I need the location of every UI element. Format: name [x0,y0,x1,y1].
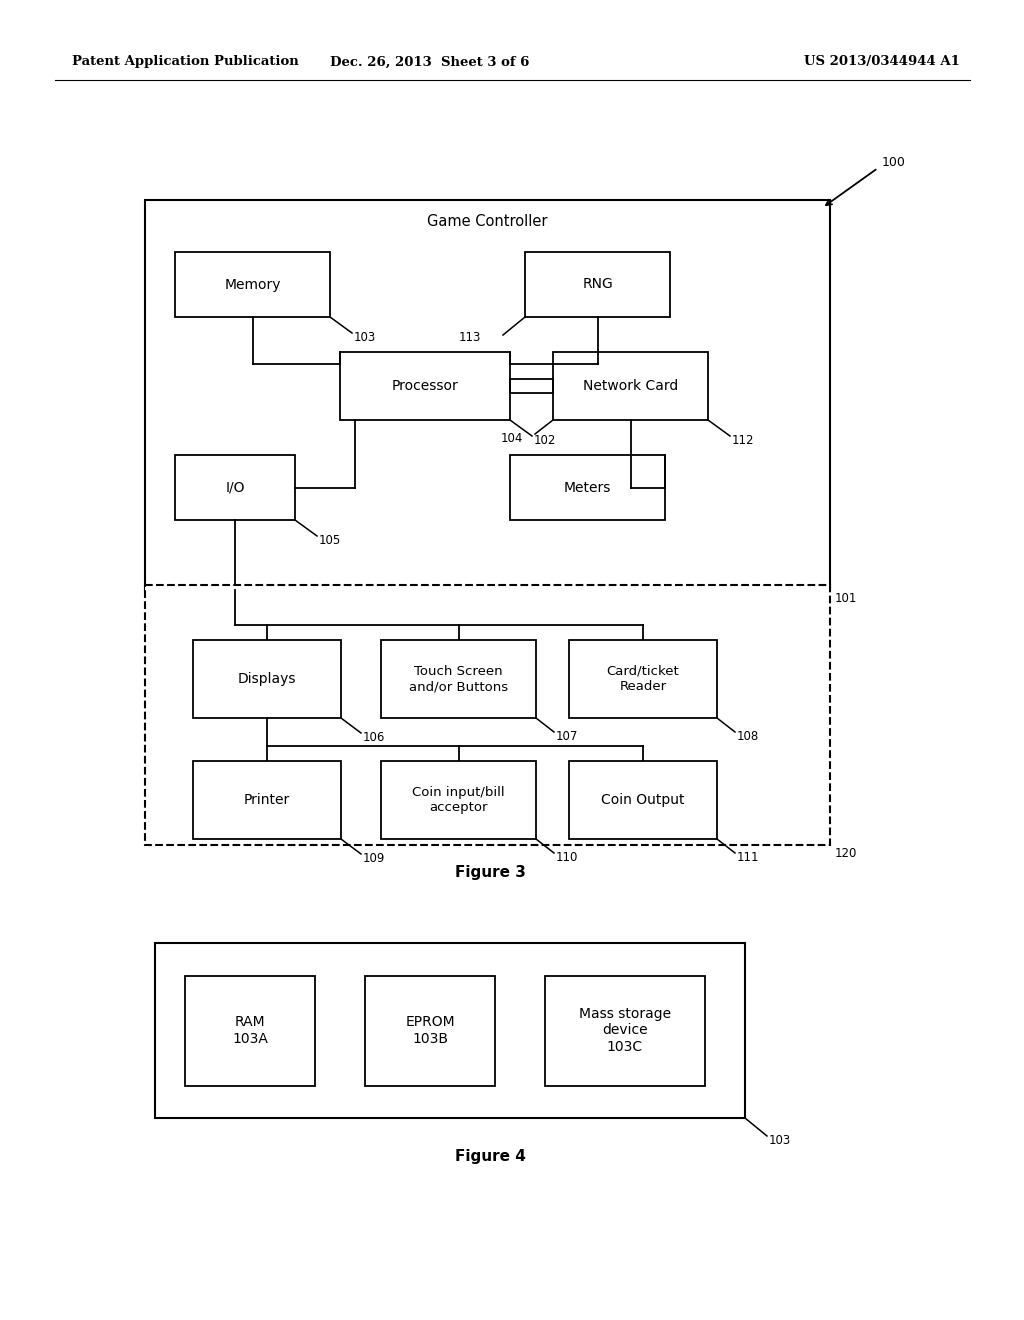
Text: Meters: Meters [564,480,611,495]
Bar [569,762,717,840]
Text: 111: 111 [737,851,760,865]
Text: 107: 107 [556,730,579,743]
Text: 108: 108 [737,730,759,743]
Bar [340,352,510,420]
Bar [381,762,536,840]
Text: Memory: Memory [224,277,281,292]
Text: Mass storage
device
103C: Mass storage device 103C [579,1007,671,1053]
Text: RNG: RNG [582,277,613,292]
Bar [145,585,830,845]
Bar [545,975,705,1085]
Text: Game Controller: Game Controller [427,214,548,230]
Text: Patent Application Publication: Patent Application Publication [72,55,299,69]
Bar [145,201,830,590]
Text: 104: 104 [501,432,523,445]
Bar [193,640,341,718]
Text: Coin input/bill
acceptor: Coin input/bill acceptor [413,785,505,814]
Text: 103: 103 [769,1134,792,1147]
Text: Processor: Processor [391,379,459,393]
Text: Dec. 26, 2013  Sheet 3 of 6: Dec. 26, 2013 Sheet 3 of 6 [331,55,529,69]
Bar [155,942,745,1118]
Text: 102: 102 [534,434,556,447]
Text: Figure 3: Figure 3 [455,866,525,880]
Bar [381,640,536,718]
Text: Coin Output: Coin Output [601,793,685,807]
Bar [525,252,670,317]
Text: 112: 112 [732,434,755,447]
Text: 110: 110 [556,851,579,865]
Text: 109: 109 [362,851,385,865]
Text: RAM
103A: RAM 103A [232,1015,268,1045]
Bar [510,455,665,520]
Bar [175,455,295,520]
Text: 100: 100 [882,156,906,169]
Bar [365,975,495,1085]
Text: 106: 106 [362,731,385,744]
Text: EPROM
103B: EPROM 103B [406,1015,455,1045]
Text: 105: 105 [319,535,341,546]
Text: Figure 4: Figure 4 [455,1148,525,1163]
Text: Network Card: Network Card [583,379,678,393]
Bar [193,762,341,840]
Text: Touch Screen
and/or Buttons: Touch Screen and/or Buttons [409,665,508,693]
Bar [569,640,717,718]
Text: Printer: Printer [244,793,290,807]
Text: Displays: Displays [238,672,296,686]
Text: 113: 113 [459,331,481,345]
Text: 101: 101 [835,591,857,605]
Text: I/O: I/O [225,480,245,495]
Bar [175,252,330,317]
Bar [553,352,708,420]
Bar [185,975,315,1085]
Text: US 2013/0344944 A1: US 2013/0344944 A1 [804,55,961,69]
Text: Card/ticket
Reader: Card/ticket Reader [606,665,679,693]
Text: 120: 120 [835,847,857,861]
Text: 103: 103 [354,331,376,345]
